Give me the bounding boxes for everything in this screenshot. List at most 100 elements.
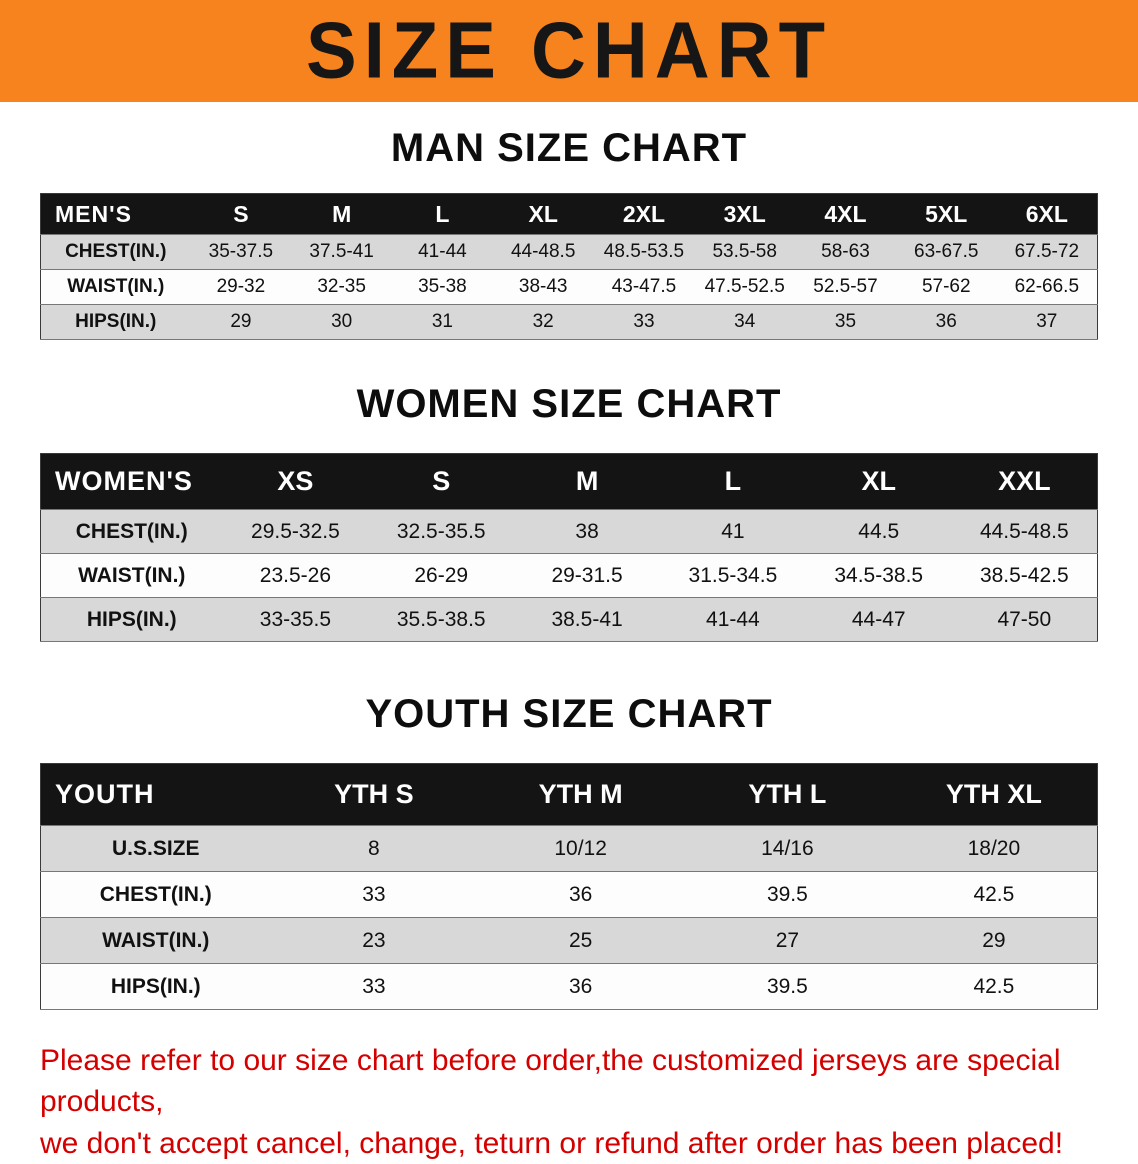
row-label: CHEST(IN.) [40,509,223,554]
size-column-header: XS [222,453,369,510]
size-cell: 42.5 [890,871,1098,918]
size-chart-sections: MAN SIZE CHART MEN'S S M L XL 2XL 3XL 4XL 5XL 6XL C… [0,126,1138,1010]
size-cell: 63-67.5 [895,234,997,270]
size-cell: 27 [684,917,891,964]
size-cell: 14/16 [684,825,891,872]
row-label: WAIST(IN.) [40,917,271,964]
size-cell: 38 [514,509,660,554]
size-cell: 57-62 [895,269,997,305]
size-table-youth: YOUTH YTH S YTH M YTH L YTH XL U.S.SIZE 8 10/12… [40,763,1098,1010]
size-cell: 52.5-57 [795,269,896,305]
section-heading-mens: MAN SIZE CHART [390,126,748,170]
table-row: HIPS(IN.) 29 30 31 32 33 34 35 36 37 [40,304,1098,340]
size-cell: 44-47 [805,597,952,642]
notice-line-2: we don't accept cancel, change, teturn o… [40,1126,1064,1160]
size-column-header: YTH M [477,763,684,826]
size-cell: 10/12 [477,825,684,872]
notice-line-1: Please refer to our size chart before or… [40,1044,1061,1119]
banner: SIZE CHART [0,0,1138,102]
size-cell: 29-31.5 [514,553,660,598]
size-table-mens: MEN'S S M L XL 2XL 3XL 4XL 5XL 6XL CHEST(IN.) 35-37… [40,193,1098,340]
size-cell: 44-48.5 [492,234,594,270]
size-cell: 48.5-53.5 [593,234,695,270]
size-cell: 35-37.5 [190,234,292,270]
size-cell: 39.5 [684,963,891,1010]
size-cell: 43-47.5 [593,269,695,305]
footer-notice: Please refer to our size chart before or… [40,1040,1138,1164]
size-column-header: S [190,193,292,235]
section-mens: MAN SIZE CHART MEN'S S M L XL 2XL 3XL 4XL 5XL 6XL C… [0,126,1138,340]
size-cell: 32.5-35.5 [368,509,515,554]
size-cell: 38-43 [492,269,594,305]
size-column-header: YTH L [684,763,891,826]
size-cell: 34.5-38.5 [805,553,952,598]
row-label: WAIST(IN.) [40,553,223,598]
size-cell: 53.5-58 [694,234,796,270]
row-label: HIPS(IN.) [40,304,191,340]
size-cell: 33 [270,963,478,1010]
size-cell: 67.5-72 [996,234,1098,270]
size-cell: 29-32 [190,269,292,305]
size-cell: 41 [659,509,806,554]
size-cell: 23.5-26 [222,553,369,598]
row-label: CHEST(IN.) [40,234,191,270]
size-column-header: 3XL [694,193,796,235]
table-row: WAIST(IN.) 29-32 32-35 35-38 38-43 43-47.5 47.… [40,269,1098,305]
size-column-header: YTH S [270,763,478,826]
size-cell: 36 [477,963,684,1010]
size-cell: 41-44 [392,234,493,270]
size-cell: 26-29 [368,553,515,598]
section-youth: YOUTH SIZE CHART YOUTH YTH S YTH M YTH L YTH … [0,692,1138,1010]
size-cell: 42.5 [890,963,1098,1010]
size-cell: 34 [694,304,796,340]
size-cell: 44.5-48.5 [951,509,1098,554]
size-cell: 25 [477,917,684,964]
section-heading-womens: WOMEN SIZE CHART [356,382,782,426]
table-title-cell: MEN'S [40,193,191,235]
size-column-header: XL [805,453,952,510]
size-cell: 44.5 [805,509,952,554]
size-column-header: 6XL [996,193,1098,235]
size-cell: 29.5-32.5 [222,509,369,554]
size-cell: 47.5-52.5 [694,269,796,305]
size-cell: 35 [795,304,896,340]
size-cell: 58-63 [795,234,896,270]
table-row: CHEST(IN.) 33 36 39.5 42.5 [40,871,1098,918]
size-cell: 35-38 [392,269,493,305]
size-cell: 39.5 [684,871,891,918]
table-title-cell: WOMEN'S [40,453,223,510]
size-column-header: 2XL [593,193,695,235]
size-cell: 38.5-42.5 [951,553,1098,598]
row-label: WAIST(IN.) [40,269,191,305]
size-column-header: L [659,453,806,510]
size-cell: 33-35.5 [222,597,369,642]
section-heading-youth: YOUTH SIZE CHART [365,692,773,736]
size-cell: 29 [890,917,1098,964]
size-cell: 30 [291,304,393,340]
table-row: HIPS(IN.) 33-35.5 35.5-38.5 38.5-41 41-44 44-… [40,597,1098,642]
size-cell: 33 [270,871,478,918]
size-column-header: M [514,453,660,510]
size-cell: 38.5-41 [514,597,660,642]
size-cell: 18/20 [890,825,1098,872]
table-row: HIPS(IN.) 33 36 39.5 42.5 [40,963,1098,1010]
table-header-row: WOMEN'S XS S M L XL XXL [40,453,1098,510]
size-cell: 31 [392,304,493,340]
table-header-row: YOUTH YTH S YTH M YTH L YTH XL [40,763,1098,826]
size-cell: 37.5-41 [291,234,393,270]
size-column-header: XXL [951,453,1098,510]
size-cell: 35.5-38.5 [368,597,515,642]
table-row: U.S.SIZE 8 10/12 14/16 18/20 [40,825,1098,872]
page-title: SIZE CHART [306,5,832,96]
size-column-header: YTH XL [890,763,1098,826]
size-cell: 23 [270,917,478,964]
size-column-header: 5XL [895,193,997,235]
table-row: WAIST(IN.) 23.5-26 26-29 29-31.5 31.5-34.5 34… [40,553,1098,598]
size-cell: 47-50 [951,597,1098,642]
size-cell: 32-35 [291,269,393,305]
size-cell: 37 [996,304,1098,340]
size-cell: 32 [492,304,594,340]
size-cell: 33 [593,304,695,340]
size-cell: 62-66.5 [996,269,1098,305]
size-table-womens: WOMEN'S XS S M L XL XXL CHEST(IN.) 29.5-32.5 32.5… [40,453,1098,642]
